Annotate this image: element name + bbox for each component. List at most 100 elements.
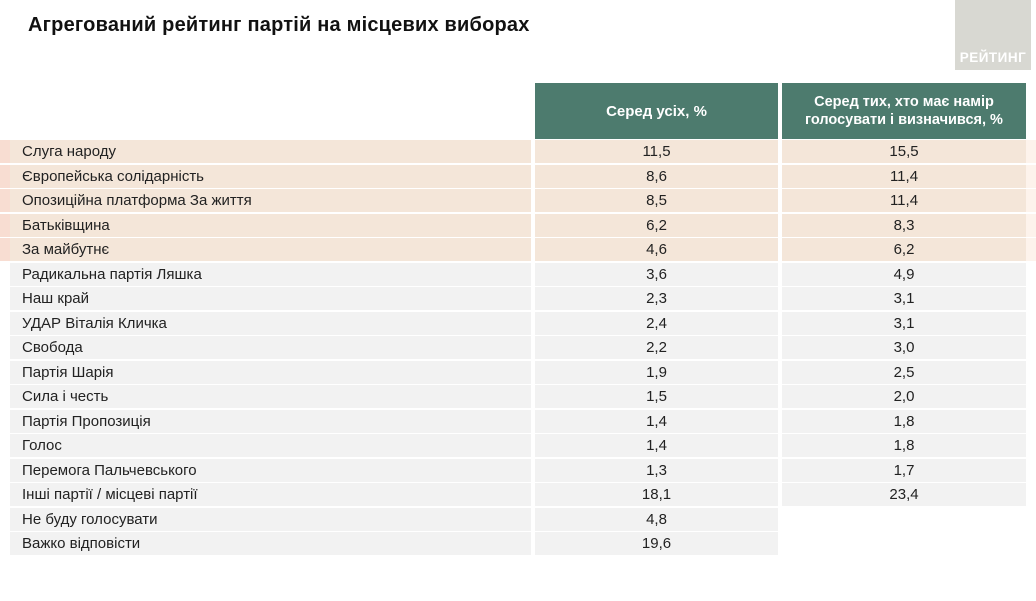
party-name-cell: Не буду голосувати xyxy=(10,507,531,531)
row-right-strip xyxy=(1026,140,1036,163)
value-among-determined-cell: 3,1 xyxy=(782,287,1026,310)
value-among-all-cell: 11,5 xyxy=(535,140,778,163)
row-left-strip xyxy=(0,140,10,163)
value-among-determined-cell: 4,9 xyxy=(782,262,1026,286)
row-right-strip xyxy=(1026,507,1036,531)
table-row: Голос 1,4 1,8 xyxy=(0,434,1036,457)
value-among-all-cell: 19,6 xyxy=(535,532,778,555)
value-among-all-cell: 1,9 xyxy=(535,360,778,384)
row-left-strip xyxy=(0,507,10,531)
value-among-determined-cell: 23,4 xyxy=(782,483,1026,506)
value-among-determined-cell: 2,0 xyxy=(782,385,1026,408)
page-title: Агрегований рейтинг партій на місцевих в… xyxy=(28,14,530,36)
row-right-strip xyxy=(1026,483,1036,506)
row-right-strip xyxy=(1026,434,1036,457)
row-right-strip xyxy=(1026,360,1036,384)
column-header-among-determined: Серед тих, хто має намір голосувати і ви… xyxy=(782,83,1026,139)
party-name-cell: Наш край xyxy=(10,287,531,310)
row-left-strip xyxy=(0,360,10,384)
row-right-strip xyxy=(1026,532,1036,555)
party-name-cell: Радикальна партія Ляшка xyxy=(10,262,531,286)
value-among-all-cell: 1,3 xyxy=(535,458,778,482)
row-left-strip xyxy=(0,287,10,310)
row-left-strip xyxy=(0,532,10,555)
row-right-strip xyxy=(1026,458,1036,482)
row-left-strip xyxy=(0,483,10,506)
table-row: Партія Шарія 1,9 2,5 xyxy=(0,360,1036,384)
value-among-determined-cell: 11,4 xyxy=(782,189,1026,212)
party-name-cell: Перемога Пальчевського xyxy=(10,458,531,482)
table-row: Європейська солідарність 8,6 11,4 xyxy=(0,164,1036,188)
table-row: Партія Пропозиція 1,4 1,8 xyxy=(0,409,1036,433)
table-row: Радикальна партія Ляшка 3,6 4,9 xyxy=(0,262,1036,286)
value-among-determined-cell: 1,8 xyxy=(782,434,1026,457)
row-left-strip xyxy=(0,336,10,359)
row-left-strip xyxy=(0,458,10,482)
party-name-cell: Голос xyxy=(10,434,531,457)
table-row: УДАР Віталія Кличка 2,4 3,1 xyxy=(0,311,1036,335)
value-among-determined-cell: 15,5 xyxy=(782,140,1026,163)
party-name-cell: Важко відповісти xyxy=(10,532,531,555)
row-left-strip xyxy=(0,262,10,286)
row-right-strip xyxy=(1026,189,1036,212)
row-right-strip xyxy=(1026,213,1036,237)
row-left-strip xyxy=(0,409,10,433)
party-name-cell: За майбутнє xyxy=(10,238,531,261)
party-name-cell: Опозиційна платформа За життя xyxy=(10,189,531,212)
table-row: За майбутнє 4,6 6,2 xyxy=(0,238,1036,261)
row-left-strip xyxy=(0,213,10,237)
table-row: Сила і честь 1,5 2,0 xyxy=(0,385,1036,408)
party-name-cell: Слуга народу xyxy=(10,140,531,163)
party-name-cell: Сила і честь xyxy=(10,385,531,408)
value-among-determined-cell: 6,2 xyxy=(782,238,1026,261)
value-among-determined-cell xyxy=(782,532,1026,555)
value-among-all-cell: 1,4 xyxy=(535,409,778,433)
row-right-strip xyxy=(1026,409,1036,433)
table-row: Не буду голосувати 4,8 xyxy=(0,507,1036,531)
row-left-strip xyxy=(0,189,10,212)
row-right-strip xyxy=(1026,238,1036,261)
value-among-all-cell: 4,6 xyxy=(535,238,778,261)
rating-logo-text: РЕЙТИНГ xyxy=(959,50,1027,65)
table-row: Свобода 2,2 3,0 xyxy=(0,336,1036,359)
column-header-among-all: Серед усіх, % xyxy=(535,83,778,139)
party-name-cell: Партія Пропозиція xyxy=(10,409,531,433)
value-among-all-cell: 3,6 xyxy=(535,262,778,286)
table-row: Слуга народу 11,5 15,5 xyxy=(0,140,1036,163)
row-right-strip xyxy=(1026,164,1036,188)
party-name-cell: Європейська солідарність xyxy=(10,164,531,188)
row-left-strip xyxy=(0,238,10,261)
row-left-strip xyxy=(0,311,10,335)
value-among-determined-cell: 8,3 xyxy=(782,213,1026,237)
party-name-cell: Інші партії / місцеві партії xyxy=(10,483,531,506)
value-among-all-cell: 8,6 xyxy=(535,164,778,188)
table-row: Важко відповісти 19,6 xyxy=(0,532,1036,555)
row-left-strip xyxy=(0,434,10,457)
value-among-all-cell: 1,4 xyxy=(535,434,778,457)
value-among-all-cell: 2,4 xyxy=(535,311,778,335)
value-among-all-cell: 2,2 xyxy=(535,336,778,359)
table-body: Слуга народу 11,5 15,5 Європейська солідарн… xyxy=(0,140,1036,555)
row-left-strip xyxy=(0,385,10,408)
row-right-strip xyxy=(1026,336,1036,359)
value-among-all-cell: 1,5 xyxy=(535,385,778,408)
party-name-cell: УДАР Віталія Кличка xyxy=(10,311,531,335)
party-name-cell: Батьківщина xyxy=(10,213,531,237)
rating-group-logo: РЕЙТИНГ xyxy=(955,0,1031,70)
party-name-cell: Партія Шарія xyxy=(10,360,531,384)
value-among-all-cell: 18,1 xyxy=(535,483,778,506)
value-among-determined-cell: 1,8 xyxy=(782,409,1026,433)
value-among-determined-cell: 11,4 xyxy=(782,164,1026,188)
value-among-all-cell: 8,5 xyxy=(535,189,778,212)
table-row: Опозиційна платформа За життя 8,5 11,4 xyxy=(0,189,1036,212)
value-among-determined-cell: 1,7 xyxy=(782,458,1026,482)
table-row: Батьківщина 6,2 8,3 xyxy=(0,213,1036,237)
value-among-determined-cell: 3,1 xyxy=(782,311,1026,335)
party-name-cell: Свобода xyxy=(10,336,531,359)
row-left-strip xyxy=(0,164,10,188)
value-among-determined-cell: 2,5 xyxy=(782,360,1026,384)
value-among-all-cell: 2,3 xyxy=(535,287,778,310)
row-right-strip xyxy=(1026,311,1036,335)
value-among-all-cell: 4,8 xyxy=(535,507,778,531)
